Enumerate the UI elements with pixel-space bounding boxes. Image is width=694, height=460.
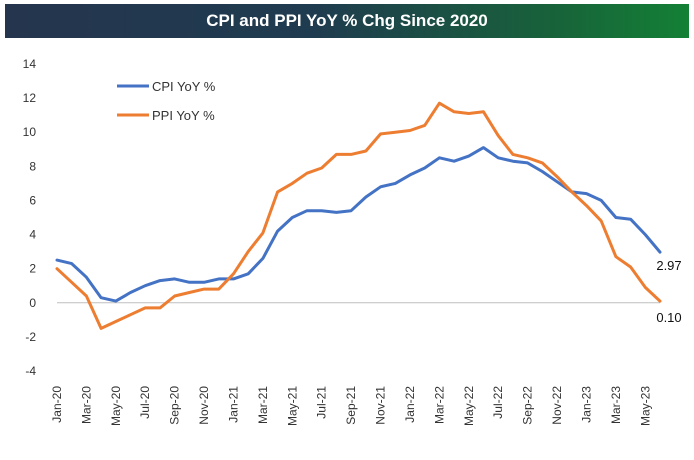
y-tick-label: -4 (25, 364, 36, 378)
x-tick-label: Jan-21 (226, 386, 240, 423)
x-tick-label: Sep-20 (168, 386, 182, 425)
series-line-cpi (55, 146, 662, 303)
x-tick-label: Jul-22 (491, 386, 505, 419)
x-tick-label: Jan-22 (403, 386, 417, 423)
x-tick-label: Sep-21 (344, 386, 358, 425)
x-axis-labels: Jan-20 Mar-20 May-20 Jul-20 Sep-20 Nov-20 Jan-… (50, 386, 652, 426)
x-tick-label: Mar-21 (256, 386, 270, 424)
x-tick-label: Nov-21 (374, 386, 388, 425)
y-tick-label: 10 (23, 125, 37, 139)
x-tick-label: May-23 (638, 386, 652, 426)
x-tick-label: Jul-20 (138, 386, 152, 419)
end-labels: 2.97 0.10 (656, 258, 681, 325)
x-tick-label: May-22 (462, 386, 476, 426)
y-tick-label: 14 (23, 57, 37, 71)
series-lines (55, 101, 662, 330)
x-tick-label: Jan-20 (50, 386, 64, 423)
y-tick-label: 6 (29, 193, 36, 207)
x-tick-label: Mar-23 (609, 386, 623, 424)
x-tick-label: Mar-22 (432, 386, 446, 424)
y-tick-label: 12 (23, 91, 37, 105)
x-tick-label: Jul-21 (315, 386, 329, 419)
x-tick-label: Mar-20 (79, 386, 93, 424)
x-tick-label: May-20 (109, 386, 123, 426)
series-line-ppi (55, 101, 662, 330)
y-tick-label: 4 (29, 228, 36, 242)
x-tick-label: Nov-20 (197, 386, 211, 425)
y-tick-label: -2 (25, 330, 36, 344)
y-axis-labels: 14 12 10 8 6 4 2 0 -2 -4 (23, 57, 37, 378)
legend-label-cpi: CPI YoY % (152, 79, 216, 94)
legend-label-ppi: PPI YoY % (152, 108, 215, 123)
y-tick-label: 8 (29, 159, 36, 173)
y-tick-label: 2 (29, 262, 36, 276)
x-tick-label: Nov-22 (550, 386, 564, 425)
y-tick-label: 0 (29, 296, 36, 310)
legend: CPI YoY % PPI YoY % (117, 79, 216, 123)
end-label-ppi: 0.10 (656, 310, 681, 325)
end-label-cpi: 2.97 (656, 258, 681, 273)
x-tick-label: May-21 (285, 386, 299, 426)
chart-title: CPI and PPI YoY % Chg Since 2020 (5, 4, 689, 38)
x-tick-label: Jan-23 (579, 386, 593, 423)
x-tick-label: Sep-22 (521, 386, 535, 425)
